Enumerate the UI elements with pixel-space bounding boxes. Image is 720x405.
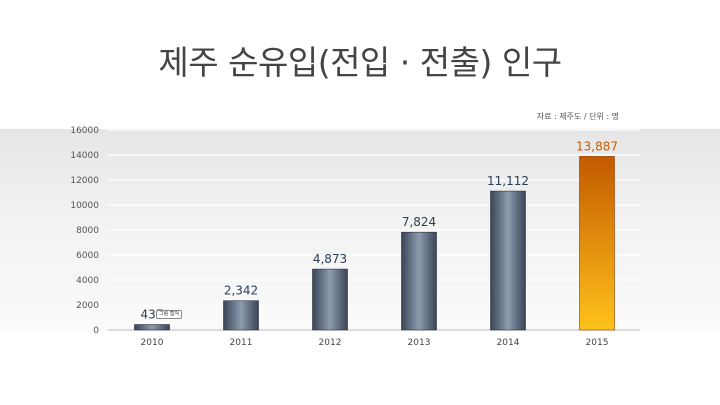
x-tick-label: 2011	[230, 338, 253, 348]
y-tick-label: 10000	[70, 201, 99, 211]
y-tick-label: 2000	[76, 301, 99, 311]
x-tick-label: 2012	[319, 338, 342, 348]
x-tick-label: 2014	[497, 338, 520, 348]
bar-2010	[134, 324, 170, 331]
bar-2012	[312, 268, 348, 331]
chart-title: 제주 순유입(전입 · 전출) 인구	[158, 43, 562, 82]
y-tick-label: 14000	[70, 151, 99, 161]
bar-2013	[401, 231, 437, 331]
y-tick-label: 4000	[76, 276, 99, 286]
data-label: 4,873	[313, 252, 347, 266]
x-tick-label: 2013	[408, 338, 431, 348]
x-tick-label: 2015	[586, 338, 609, 348]
source-note: 자료 : 제주도 / 단위 : 명	[536, 112, 619, 121]
y-tick-label: 8000	[76, 226, 99, 236]
data-label: 2,342	[224, 284, 258, 298]
figure-tag: 그림 캡쳐	[156, 309, 182, 319]
x-tick-label: 2010	[141, 338, 164, 348]
y-tick-label: 16000	[70, 126, 99, 136]
data-label: 7,824	[402, 215, 436, 229]
bar-2014	[490, 190, 526, 331]
data-label: 13,887	[576, 139, 618, 153]
y-tick-label: 6000	[76, 251, 99, 261]
y-axis-ticks: 0 2000 4000 6000 8000 10000 12000 14000 16000	[70, 126, 99, 336]
y-tick-label: 12000	[70, 176, 99, 186]
data-label: 11,112	[487, 174, 529, 188]
x-axis-ticks: 2010 2011 2012 2013 2014 2015	[141, 338, 609, 348]
gridlines	[108, 129, 640, 331]
bar-2011	[223, 300, 259, 331]
y-tick-label: 0	[93, 326, 99, 336]
bars	[134, 156, 615, 331]
bar-2015	[579, 156, 615, 331]
